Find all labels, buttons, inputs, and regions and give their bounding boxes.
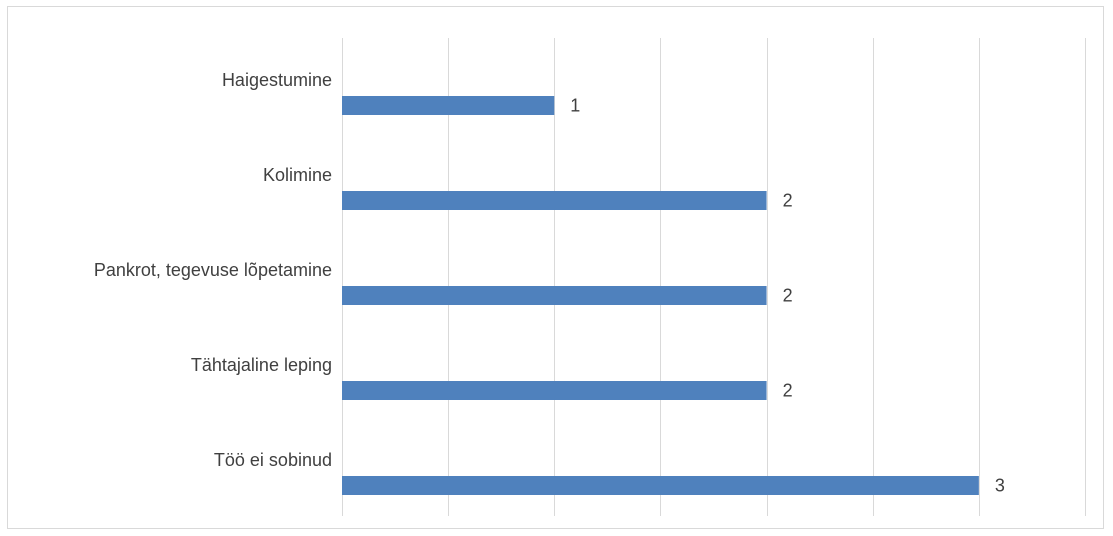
data-label: 2 (783, 191, 793, 211)
category-label: Kolimine (263, 165, 332, 185)
category-label: Haigestumine (222, 70, 332, 90)
data-label: 2 (783, 381, 793, 401)
category-label: Tähtajaline leping (191, 355, 332, 375)
bar (342, 96, 555, 115)
bar (342, 381, 767, 400)
data-label: 1 (570, 96, 580, 116)
data-label: 2 (783, 286, 793, 306)
category-label: Pankrot, tegevuse lõpetamine (94, 260, 332, 280)
bars (342, 96, 979, 495)
bar (342, 476, 979, 495)
bar (342, 191, 767, 210)
data-label: 3 (995, 476, 1005, 496)
gridlines (342, 38, 1086, 516)
category-label: Töö ei sobinud (214, 450, 332, 470)
chart-frame (7, 6, 1104, 529)
bar (342, 286, 767, 305)
category-labels: Haigestumine Kolimine Pankrot, tegevuse lõ… (94, 70, 332, 470)
data-labels: 1 2 2 2 3 (570, 96, 1005, 496)
